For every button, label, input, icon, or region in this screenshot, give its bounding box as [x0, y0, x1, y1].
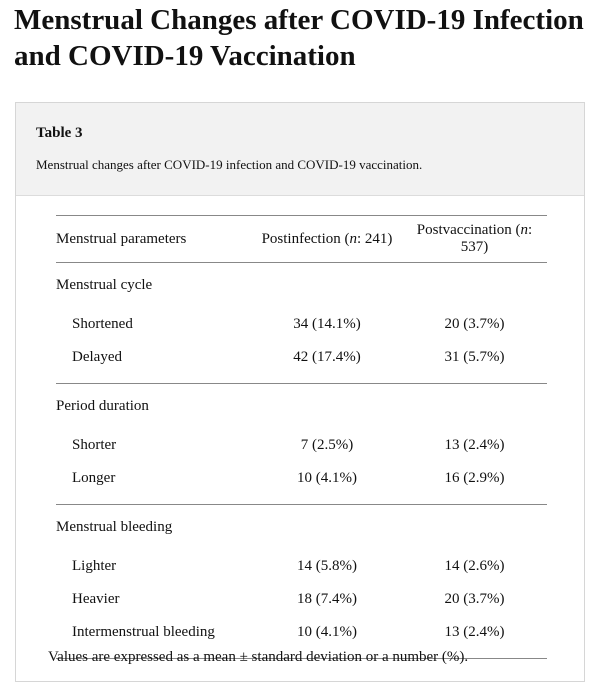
table-row: Longer 10 (4.1%) 16 (2.9%): [56, 462, 547, 505]
postinfection-value: 18 (7.4%): [297, 591, 357, 607]
row-label: Longer: [56, 462, 252, 505]
postvaccination-value: 13 (2.4%): [444, 437, 505, 453]
header-postvaccination: Postvaccination (n: 537): [402, 215, 547, 263]
row-label: Shorter: [72, 437, 117, 453]
postvaccination-value: 14 (2.6%): [444, 558, 505, 574]
row-label: Intermenstrual bleeding: [56, 616, 252, 659]
group-row: Menstrual bleeding: [56, 505, 547, 551]
table-row: Shortened 34 (14.1%) 20 (3.7%): [56, 308, 547, 341]
group-label: Menstrual bleeding: [56, 519, 173, 535]
postvaccination-value: 13 (2.4%): [402, 616, 547, 659]
table-row: Shorter 7 (2.5%) 13 (2.4%): [56, 429, 547, 462]
postinfection-value: 14 (5.8%): [297, 558, 357, 574]
table-caption: Table 3 Menstrual changes after COVID-19…: [16, 103, 584, 196]
header-postinfection: Postinfection (n: 241): [252, 215, 402, 263]
table-header-row: Menstrual parameters Postinfection (n: 2…: [56, 215, 547, 263]
data-table: Menstrual parameters Postinfection (n: 2…: [56, 215, 547, 659]
postvaccination-value: 31 (5.7%): [402, 341, 547, 384]
table-caption-text: Menstrual changes after COVID-19 infecti…: [36, 157, 423, 172]
postvaccination-value: 16 (2.9%): [402, 462, 547, 505]
group-row: Period duration: [56, 384, 547, 430]
table-container: Table 3 Menstrual changes after COVID-19…: [15, 102, 585, 682]
row-label: Delayed: [56, 341, 252, 384]
row-label: Shortened: [72, 316, 133, 332]
postinfection-value: 34 (14.1%): [293, 316, 361, 332]
header-parameters: Menstrual parameters: [56, 215, 252, 263]
group-row: Menstrual cycle: [56, 263, 547, 309]
postinfection-value: 10 (4.1%): [252, 462, 402, 505]
postvaccination-value: 20 (3.7%): [444, 591, 505, 607]
row-label: Lighter: [72, 558, 117, 574]
row-label: Heavier: [72, 591, 120, 607]
postvaccination-value: 20 (3.7%): [444, 316, 505, 332]
table-label: Table 3: [36, 125, 83, 141]
group-label: Period duration: [56, 398, 149, 414]
postinfection-value: 42 (17.4%): [252, 341, 402, 384]
table-row: Delayed 42 (17.4%) 31 (5.7%): [56, 341, 547, 384]
group-label: Menstrual cycle: [56, 277, 153, 293]
table-row: Lighter 14 (5.8%) 14 (2.6%): [56, 550, 547, 583]
table-row: Intermenstrual bleeding 10 (4.1%) 13 (2.…: [56, 616, 547, 659]
table-footnote: Values are expressed as a mean ± standar…: [48, 649, 469, 665]
postinfection-value: 10 (4.1%): [252, 616, 402, 659]
page-title: Menstrual Changes after COVID-19 Infecti…: [14, 4, 584, 72]
postinfection-value: 7 (2.5%): [300, 437, 354, 453]
table-row: Heavier 18 (7.4%) 20 (3.7%): [56, 583, 547, 616]
